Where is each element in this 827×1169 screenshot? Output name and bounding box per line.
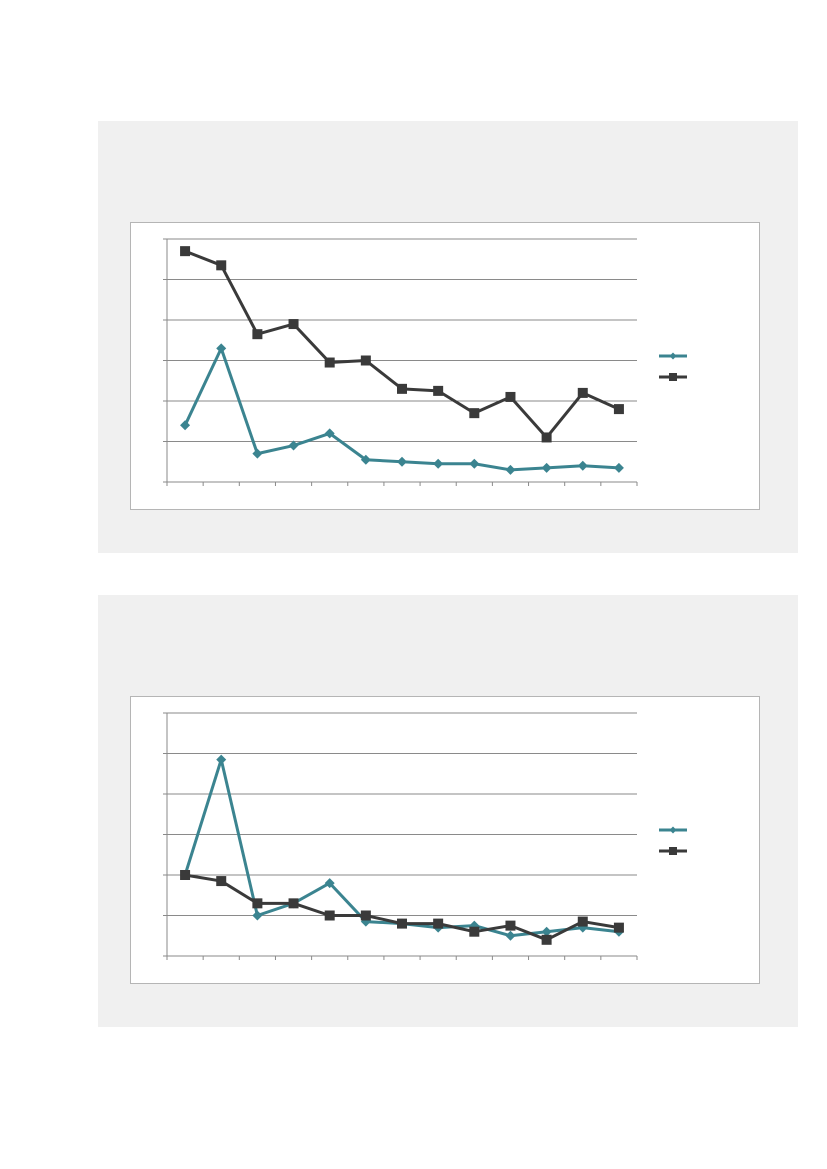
data-point bbox=[577, 916, 588, 927]
legend-entry-1 bbox=[659, 352, 687, 360]
gridlines bbox=[167, 712, 637, 916]
data-point bbox=[397, 456, 407, 467]
data-point bbox=[360, 910, 371, 921]
line-chart-1 bbox=[163, 238, 687, 486]
data-point bbox=[433, 385, 444, 396]
data-point bbox=[613, 922, 624, 933]
data-point bbox=[433, 458, 444, 469]
chart-area-1 bbox=[130, 222, 760, 510]
data-point bbox=[324, 357, 335, 368]
data-point bbox=[216, 754, 227, 765]
legend-marker bbox=[669, 847, 677, 855]
data-point bbox=[252, 910, 263, 921]
data-point bbox=[360, 454, 371, 465]
data-point bbox=[469, 926, 480, 937]
data-point bbox=[324, 910, 335, 921]
data-point bbox=[469, 458, 480, 469]
data-point bbox=[577, 387, 588, 398]
data-point bbox=[505, 391, 516, 402]
data-point bbox=[216, 343, 227, 354]
data-point bbox=[541, 926, 552, 937]
data-point bbox=[324, 428, 335, 439]
data-point bbox=[180, 870, 191, 880]
data-point bbox=[216, 260, 227, 271]
data-point bbox=[577, 460, 588, 471]
data-point bbox=[613, 462, 624, 473]
data-point bbox=[252, 329, 263, 340]
legend-marker bbox=[669, 373, 677, 381]
legend-entry-2 bbox=[659, 847, 687, 855]
legend-entry-2 bbox=[659, 373, 687, 381]
chart-panel-2 bbox=[98, 595, 798, 1027]
series-1 bbox=[180, 754, 624, 941]
data-point bbox=[288, 898, 299, 909]
data-point bbox=[541, 934, 552, 945]
data-point bbox=[288, 440, 299, 451]
data-point bbox=[397, 918, 407, 929]
data-point bbox=[288, 319, 299, 330]
data-point bbox=[324, 878, 335, 889]
series-line bbox=[183, 758, 620, 938]
series-2 bbox=[180, 246, 624, 443]
data-point bbox=[505, 920, 516, 931]
data-point bbox=[505, 464, 516, 475]
data-point bbox=[433, 918, 444, 929]
data-point bbox=[613, 404, 624, 415]
series-1 bbox=[180, 343, 624, 475]
line-chart-2 bbox=[163, 712, 687, 960]
data-point bbox=[541, 462, 552, 473]
data-point bbox=[180, 420, 191, 431]
data-point bbox=[180, 246, 191, 257]
data-point bbox=[541, 432, 552, 443]
series-2 bbox=[180, 870, 624, 945]
legend-marker bbox=[669, 352, 677, 360]
series-line bbox=[183, 346, 620, 472]
legend-marker bbox=[669, 826, 677, 834]
chart-area-2 bbox=[130, 696, 760, 984]
data-point bbox=[505, 930, 516, 941]
chart-panel-1 bbox=[98, 121, 798, 553]
gridlines bbox=[167, 238, 637, 442]
data-point bbox=[360, 355, 371, 366]
legend-entry-1 bbox=[659, 826, 687, 834]
data-point bbox=[252, 448, 263, 459]
data-point bbox=[216, 876, 227, 887]
data-point bbox=[397, 383, 407, 394]
data-point bbox=[469, 408, 480, 419]
data-point bbox=[252, 898, 263, 909]
